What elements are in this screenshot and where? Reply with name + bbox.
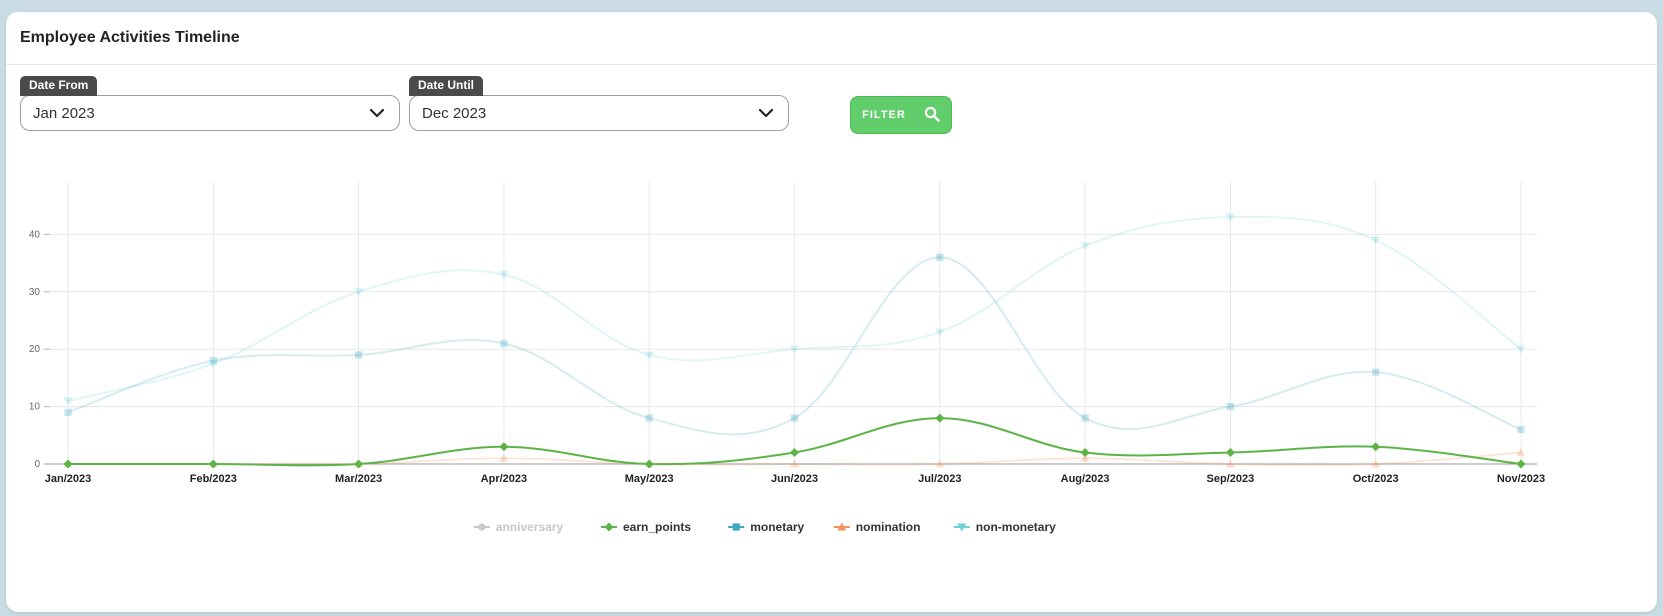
chevron-down-icon xyxy=(758,104,776,122)
data-point-earn_points xyxy=(1371,442,1381,452)
data-point-nomination xyxy=(1516,448,1526,457)
search-icon xyxy=(924,106,940,125)
data-point-monetary xyxy=(209,357,217,365)
data-point-non-monetary xyxy=(208,360,218,369)
x-tick-label: Nov/2023 xyxy=(1497,473,1545,485)
data-point-monetary xyxy=(645,414,653,422)
timeline-chart-svg: 0 10 20 30 40 50 Jan/2023 Feb/2023 Mar/2023 Apr/2… xyxy=(29,172,1545,534)
x-tick-label: Sep/2023 xyxy=(1207,473,1255,485)
y-tick-label: 50 xyxy=(29,182,41,183)
legend-marker-anniversary xyxy=(478,523,486,531)
filter-bar: Date From Jan 2023 Date Until Dec 2023 F… xyxy=(20,76,1620,146)
y-tick-label: 0 xyxy=(34,459,40,470)
data-point-earn_points xyxy=(354,459,364,469)
x-tick-label: Feb/2023 xyxy=(190,473,237,485)
data-point-earn_points xyxy=(790,448,799,458)
data-point-earn_points xyxy=(935,413,945,423)
data-point-nomination xyxy=(1225,459,1235,468)
data-point-monetary xyxy=(64,408,72,416)
timeline-chart: 0 10 20 30 40 50 Jan/2023 Feb/2023 Mar/2023 Apr/2… xyxy=(6,172,1657,567)
legend-label-nomination[interactable]: nomination xyxy=(856,520,921,534)
data-point-nomination xyxy=(1371,459,1381,468)
data-point-monetary xyxy=(790,414,799,422)
date-until-field: Date Until Dec 2023 xyxy=(409,76,789,131)
data-point-non-monetary xyxy=(1516,345,1526,354)
y-tick-label: 30 xyxy=(29,287,41,298)
x-tick-label: Jul/2023 xyxy=(918,473,961,485)
data-point-earn_points xyxy=(208,459,218,469)
legend-marker-nomination xyxy=(837,522,847,531)
x-tick-label: May/2023 xyxy=(625,473,674,485)
data-point-earn_points xyxy=(499,442,509,452)
data-point-monetary xyxy=(1372,368,1380,376)
date-from-field: Date From Jan 2023 xyxy=(20,76,400,131)
data-point-non-monetary xyxy=(1225,213,1235,222)
data-point-nomination xyxy=(935,459,945,468)
data-point-non-monetary xyxy=(935,328,945,337)
data-point-earn_points xyxy=(63,459,73,469)
card-title: Employee Activities Timeline xyxy=(20,29,240,46)
data-point-earn_points xyxy=(1516,459,1526,469)
data-point-monetary xyxy=(355,351,363,359)
legend-label-anniversary[interactable]: anniversary xyxy=(496,520,564,534)
x-tick-label: Oct/2023 xyxy=(1353,473,1399,485)
data-point-non-monetary xyxy=(354,288,364,297)
data-point-monetary xyxy=(500,339,508,348)
data-point-nomination xyxy=(499,453,509,462)
date-from-select[interactable]: Jan 2023 xyxy=(20,95,400,131)
series-line-monetary xyxy=(67,256,1522,436)
legend-marker-earn_points xyxy=(604,522,614,532)
data-point-monetary xyxy=(1517,425,1525,434)
legend-label-monetary[interactable]: monetary xyxy=(750,520,804,534)
data-point-non-monetary xyxy=(790,345,799,354)
data-point-nomination xyxy=(790,459,799,468)
x-tick-label: Jan/2023 xyxy=(45,473,91,485)
y-tick-label: 40 xyxy=(29,229,41,240)
date-until-value: Dec 2023 xyxy=(422,104,487,122)
date-until-select[interactable]: Dec 2023 xyxy=(409,95,789,131)
data-point-monetary xyxy=(936,253,944,261)
data-point-nomination xyxy=(1080,453,1090,462)
activities-card: Employee Activities Timeline Date From J… xyxy=(6,12,1657,612)
legend-label-non-monetary[interactable]: non-monetary xyxy=(976,520,1056,534)
data-point-earn_points xyxy=(644,459,654,469)
series-line-non-monetary xyxy=(67,215,1522,402)
card-header: Employee Activities Timeline xyxy=(6,12,1657,65)
data-point-non-monetary xyxy=(644,351,654,360)
x-tick-label: Aug/2023 xyxy=(1061,473,1110,485)
y-tick-label: 20 xyxy=(29,344,41,355)
date-from-value: Jan 2023 xyxy=(33,104,95,122)
legend-label-earn_points[interactable]: earn_points xyxy=(623,520,691,534)
x-tick-label: Mar/2023 xyxy=(335,473,382,485)
data-point-non-monetary xyxy=(1080,242,1090,251)
y-tick-label: 10 xyxy=(29,402,41,413)
chevron-down-icon xyxy=(369,104,387,122)
data-point-non-monetary xyxy=(499,271,509,280)
legend-marker-non-monetary xyxy=(957,523,967,532)
data-point-earn_points xyxy=(1225,448,1235,458)
data-point-monetary xyxy=(1081,414,1089,422)
data-point-monetary xyxy=(1226,403,1234,411)
data-point-non-monetary xyxy=(63,397,73,406)
data-point-non-monetary xyxy=(1371,236,1381,245)
x-tick-label: Jun/2023 xyxy=(771,473,818,485)
filter-button[interactable]: FILTER xyxy=(850,96,952,134)
date-from-label: Date From xyxy=(20,76,98,96)
filter-button-label: FILTER xyxy=(862,109,906,121)
legend-marker-monetary xyxy=(732,523,740,531)
data-point-earn_points xyxy=(1080,448,1090,458)
x-tick-label: Apr/2023 xyxy=(481,473,527,485)
date-until-label: Date Until xyxy=(409,76,484,96)
